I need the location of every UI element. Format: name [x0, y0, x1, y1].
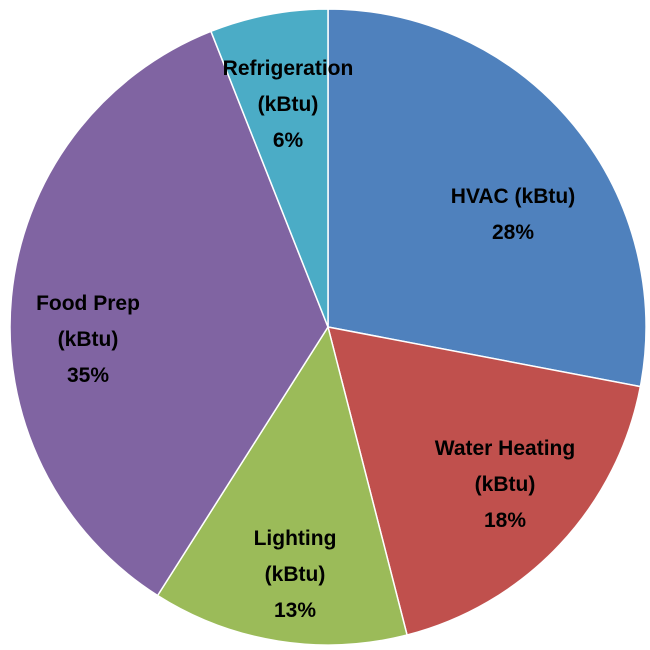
pie-slice	[156, 325, 408, 646]
slice-label: Food Prep (kBtu) 35%	[18, 286, 158, 394]
category-label: Water Heating (kBtu)	[434, 437, 576, 496]
slice-label: Refrigeration (kBtu) 6%	[203, 51, 373, 159]
pie-slice	[326, 326, 642, 636]
category-label: Refrigeration (kBtu)	[222, 57, 354, 116]
value-label: 13%	[273, 599, 317, 622]
pie-slice	[327, 8, 647, 388]
category-label: Food Prep (kBtu)	[36, 292, 140, 351]
pie-slice	[9, 30, 329, 597]
category-label: HVAC (kBtu)	[450, 185, 576, 208]
value-label: 35%	[66, 364, 110, 387]
value-label: 28%	[491, 221, 535, 244]
category-label: Lighting (kBtu)	[253, 527, 337, 586]
slice-label: HVAC (kBtu) 28%	[413, 179, 613, 251]
slice-label: Lighting (kBtu) 13%	[235, 521, 355, 629]
pie-slice	[209, 8, 329, 328]
slice-label: Water Heating (kBtu) 18%	[405, 431, 605, 539]
value-label: 18%	[483, 509, 527, 532]
value-label: 6%	[272, 129, 304, 152]
